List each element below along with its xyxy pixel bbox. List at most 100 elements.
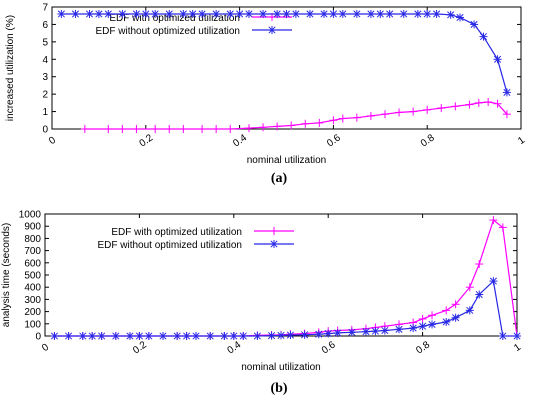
data-point [97, 332, 106, 340]
data-point [301, 119, 310, 128]
x-axis-label: nominal utilization [241, 362, 321, 373]
data-point [347, 328, 356, 337]
data-point [132, 125, 141, 133]
data-point [198, 9, 207, 18]
data-point [442, 306, 451, 315]
data-point [366, 111, 375, 120]
data-point [286, 331, 295, 340]
data-point [409, 107, 418, 116]
data-point [267, 331, 276, 340]
y-axis-label: increased utilization (%) [5, 15, 16, 121]
data-point [182, 332, 191, 340]
data-point [94, 9, 103, 18]
data-point [465, 283, 474, 292]
data-point [338, 114, 347, 123]
data-point [239, 332, 248, 340]
data-point [78, 332, 87, 340]
legend-marker [268, 26, 276, 34]
data-point [179, 125, 188, 133]
data-point [259, 123, 268, 132]
data-point [324, 329, 333, 338]
series-line [54, 279, 517, 337]
data-point [493, 55, 502, 64]
data-point [273, 9, 282, 18]
data-point [50, 332, 59, 340]
x-tick-label: 0.4 [231, 132, 249, 149]
series-without-optimized [50, 277, 521, 340]
data-point [212, 9, 221, 18]
data-point [273, 122, 282, 131]
data-point [244, 124, 253, 133]
legend-label: EDF with optimized utilization [109, 13, 240, 24]
y-tick-label: 600 [24, 258, 41, 269]
data-point [253, 332, 262, 340]
x-tick-label: 0.2 [131, 339, 149, 356]
data-point [437, 104, 446, 113]
data-point [277, 331, 285, 340]
x-tick-label: 0.4 [226, 339, 244, 356]
data-point [80, 125, 89, 133]
data-point [489, 277, 498, 286]
x-tick-label: 0.6 [320, 339, 338, 356]
data-point [513, 332, 521, 340]
series-with-optimized [80, 97, 511, 133]
data-point [451, 300, 460, 309]
y-tick-label: 0 [35, 332, 41, 343]
y-axis-label: analysis time (seconds) [1, 223, 12, 327]
data-point [159, 332, 167, 340]
data-point [192, 332, 201, 340]
data-point [484, 97, 493, 106]
data-point [371, 327, 380, 336]
data-point [259, 9, 268, 18]
data-point [428, 311, 437, 320]
y-tick-label: 2 [42, 90, 48, 101]
data-point [380, 326, 389, 335]
data-point [465, 306, 474, 315]
data-point [314, 330, 323, 339]
y-tick-label: 1 [42, 107, 48, 118]
x-tick-label: 0.6 [325, 132, 343, 149]
x-axis-label: nominal utilization [247, 155, 327, 166]
data-point [104, 9, 113, 18]
data-point [493, 99, 502, 108]
data-point [135, 332, 144, 340]
data-point [144, 332, 153, 340]
data-point [244, 9, 253, 18]
x-tick-label: 0.2 [138, 132, 156, 149]
data-point [206, 332, 215, 340]
y-tick-label: 800 [24, 234, 41, 245]
data-point [361, 327, 370, 336]
data-point [479, 32, 488, 41]
data-point [57, 9, 66, 18]
data-point [395, 108, 404, 117]
data-point [502, 88, 511, 97]
data-point [329, 9, 338, 18]
x-tick-label: 0 [40, 342, 51, 354]
y-tick-label: 3 [42, 72, 48, 83]
data-point [451, 313, 460, 322]
data-point [165, 125, 174, 133]
x-tick-label: 1 [512, 342, 523, 354]
chart-a: 0 1 2 3 4 5 6 7 0 0.2 0.4 0.6 0.8 1 nominal utilizatio… [5, 3, 527, 167]
series-line [84, 101, 508, 130]
legend-label: EDF with optimized utilization [111, 227, 242, 238]
data-point [125, 332, 134, 340]
x-tick-label: 0.8 [414, 339, 432, 356]
data-point [385, 9, 394, 18]
data-point [380, 110, 389, 119]
data-point [451, 102, 460, 111]
data-point [338, 9, 347, 18]
data-point [104, 125, 113, 133]
data-point [432, 9, 441, 18]
x-tick-label: 0 [47, 135, 58, 147]
data-point [85, 9, 94, 18]
data-point [282, 9, 291, 18]
data-point [235, 9, 244, 18]
data-point [366, 9, 375, 18]
caption-b: (b) [270, 381, 288, 396]
data-point [442, 317, 451, 326]
data-point [291, 9, 300, 18]
data-point [151, 125, 160, 133]
y-tick-label: 5 [42, 37, 48, 48]
y-tick-label: 300 [24, 295, 41, 306]
